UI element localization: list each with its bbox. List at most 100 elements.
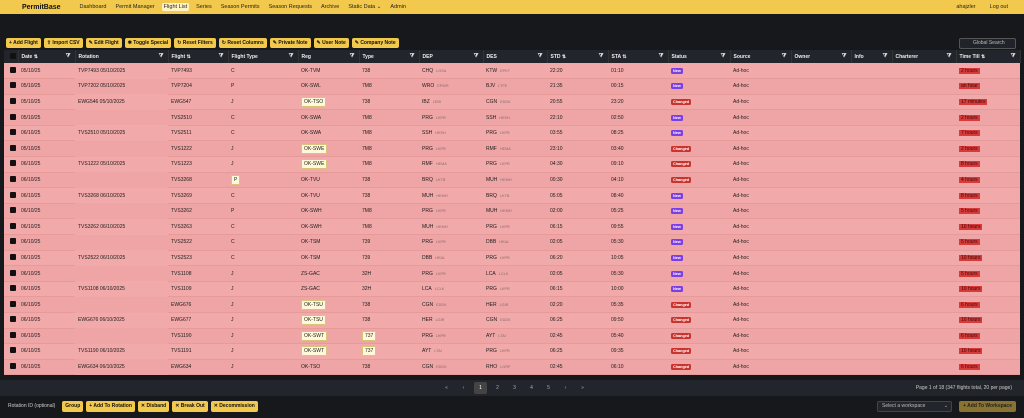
table-row[interactable]: 06/10/25 TVS2510 05/10/2025 TVS2511 C OK-SWA… — [4, 125, 1020, 142]
nav-item-0[interactable]: Dashboard — [79, 4, 107, 10]
table-row[interactable]: 06/10/25 TVS3268 P OK-TVU 738 BRQ LKTB MUH HEMH 0… — [4, 172, 1020, 189]
rotation-cell[interactable]: EWG546 05/10/2025 — [75, 94, 168, 110]
table-row[interactable]: 06/10/25 TVS3262 P OK-SWH 7M8 PRG LKPR MUH HEMH 0… — [4, 203, 1020, 220]
row-checkbox[interactable] — [10, 363, 16, 370]
flight-cell[interactable]: TVS2510 — [168, 109, 228, 126]
row-checkbox[interactable] — [10, 144, 16, 151]
column-header-14[interactable]: Info ⧩ — [851, 50, 893, 63]
nav-item-1[interactable]: Permit Manager — [115, 4, 155, 10]
row-checkbox[interactable] — [10, 175, 16, 182]
rotation-cell[interactable]: TVS1222 05/10/2025 — [75, 157, 168, 173]
flight-cell[interactable]: TVS1109 — [168, 281, 228, 298]
table-row[interactable]: 06/10/25 TVS1108 J ZS-GAC 32H PRG LKPR LCA LCLK 0… — [4, 265, 1020, 282]
column-header-6[interactable]: Type ⧩ — [359, 50, 420, 63]
row-checkbox[interactable] — [10, 331, 16, 338]
filter-icon[interactable]: ⧩ — [882, 53, 888, 59]
bottom-button-4[interactable]: ✕ Decommission — [210, 400, 258, 412]
row-checkbox[interactable] — [10, 316, 16, 323]
page-button-8[interactable]: » — [581, 385, 584, 391]
row-checkbox[interactable] — [10, 129, 16, 136]
row-select-cell[interactable] — [4, 187, 18, 204]
rotation-cell[interactable]: TVS2522 06/10/2025 — [75, 250, 168, 266]
global-search-input[interactable] — [959, 37, 1016, 49]
rotation-cell[interactable]: TVP7493 05/10/2025 — [75, 63, 168, 79]
row-select-cell[interactable] — [4, 109, 18, 126]
flight-cell[interactable]: TVS1222 — [168, 140, 228, 158]
flight-cell[interactable]: TVS1223 — [168, 156, 228, 173]
bottom-button-0[interactable]: Group — [62, 400, 84, 412]
filter-icon[interactable]: ⧩ — [158, 53, 164, 59]
rotation-cell[interactable]: EWG634 06/10/2025 — [75, 359, 168, 375]
logout-link[interactable]: Log out — [989, 4, 1008, 10]
row-checkbox[interactable] — [10, 97, 16, 104]
table-row[interactable]: 06/10/25 TVS3262 06/10/2025 TVS3263 C OK-SWH… — [4, 218, 1020, 236]
column-header-16[interactable]: Time Till ⇅ ⧩ — [956, 50, 1021, 63]
filter-icon[interactable]: ⧩ — [218, 53, 224, 59]
flight-cell[interactable]: TVS3262 — [168, 203, 228, 220]
filter-icon[interactable]: ⧩ — [841, 53, 847, 59]
flight-cell[interactable]: TVS3263 — [168, 218, 228, 236]
row-select-cell[interactable] — [4, 234, 18, 251]
rotation-cell[interactable]: TVP7202 05/10/2025 — [75, 79, 168, 95]
toolbar-button-3[interactable]: ✱ Toggle Special — [124, 38, 172, 48]
add-to-workspace-button[interactable]: + Add To Workspace — [959, 400, 1016, 412]
rotation-cell[interactable] — [75, 266, 168, 282]
page-button-5[interactable]: 4 — [530, 385, 533, 391]
filter-icon[interactable]: ⧩ — [1010, 53, 1016, 59]
flight-cell[interactable]: TVP7493 — [168, 63, 228, 80]
row-select-cell[interactable] — [4, 296, 18, 313]
toolbar-button-2[interactable]: ✎ Edit Flight — [85, 38, 122, 48]
bottom-button-3[interactable]: ✕ Break Out — [172, 400, 208, 412]
column-header-3[interactable]: Flight ⇅ ⧩ — [168, 50, 229, 63]
filter-icon[interactable]: ⧩ — [658, 53, 664, 59]
row-select-cell[interactable] — [4, 343, 18, 360]
column-header-0[interactable] — [4, 50, 19, 63]
filter-icon[interactable]: ⧩ — [288, 53, 294, 59]
toolbar-button-5[interactable]: ↻ Reset Columns — [218, 38, 267, 48]
row-checkbox[interactable] — [10, 347, 16, 354]
row-select-cell[interactable] — [4, 312, 18, 329]
row-checkbox[interactable] — [10, 269, 16, 276]
bottom-button-2[interactable]: ✕ Disband — [137, 400, 170, 412]
nav-item-6[interactable]: Archive — [320, 4, 340, 10]
rotation-cell[interactable]: TVS3262 06/10/2025 — [75, 219, 168, 235]
rotation-cell[interactable] — [75, 110, 168, 126]
row-checkbox[interactable] — [10, 300, 16, 307]
filter-icon[interactable]: ⧩ — [473, 53, 479, 59]
table-row[interactable]: 06/10/25 TVS1190 J OK-SWT 737 PRG LKPR AYT LTAI 0… — [4, 328, 1020, 345]
column-header-2[interactable]: Rotation ⧩ — [75, 50, 169, 63]
page-button-7[interactable]: › — [564, 385, 567, 391]
nav-item-3[interactable]: Series — [196, 4, 212, 10]
toolbar-button-4[interactable]: ↻ Reset Filters — [174, 38, 216, 48]
toolbar-button-7[interactable]: ✎ User Note — [313, 38, 349, 48]
rotation-cell[interactable]: TVS1190 06/10/2025 — [75, 344, 168, 360]
toolbar-button-6[interactable]: ✎ Private Note — [269, 38, 311, 48]
nav-item-4[interactable]: Season Permits — [220, 4, 260, 10]
table-row[interactable]: 06/10/25 TVS3268 06/10/2025 TVS3269 C OK-TVU… — [4, 187, 1020, 204]
flight-cell[interactable]: TVS1108 — [168, 265, 228, 282]
page-button-3[interactable]: 2 — [496, 385, 499, 391]
table-row[interactable]: 06/10/25 TVS2522 C OK-TSM 739 PRG LKPR DBB HEAL 0… — [4, 234, 1020, 251]
rotation-id-label[interactable]: Rotation ID (optional) — [8, 403, 56, 409]
row-checkbox[interactable] — [10, 66, 16, 73]
column-header-11[interactable]: Status ⧩ — [668, 50, 731, 63]
flight-cell[interactable]: TVP7204 — [168, 78, 228, 95]
flight-cell[interactable]: TVS2523 — [168, 250, 228, 267]
column-header-13[interactable]: Owner ⧩ — [791, 50, 852, 63]
user-name[interactable]: ahajzler — [956, 4, 976, 10]
column-header-9[interactable]: STD ⇅ ⧩ — [547, 50, 609, 63]
rotation-cell[interactable] — [75, 235, 168, 251]
workspace-select[interactable]: Select a workspace ⌄ — [877, 400, 953, 412]
flight-cell[interactable]: EWG676 — [168, 296, 228, 313]
row-checkbox[interactable] — [10, 285, 16, 292]
row-select-cell[interactable] — [4, 140, 18, 158]
filter-icon[interactable]: ⧩ — [781, 53, 787, 59]
row-select-cell[interactable] — [4, 94, 18, 111]
row-select-cell[interactable] — [4, 78, 18, 95]
flight-cell[interactable]: EWG547 — [168, 94, 228, 111]
brand-logo[interactable]: PermitBase — [22, 3, 61, 11]
page-button-2[interactable]: 1 — [474, 382, 487, 394]
row-checkbox[interactable] — [10, 207, 16, 214]
rotation-cell[interactable] — [75, 297, 168, 313]
filter-icon[interactable]: ⧩ — [65, 53, 71, 59]
